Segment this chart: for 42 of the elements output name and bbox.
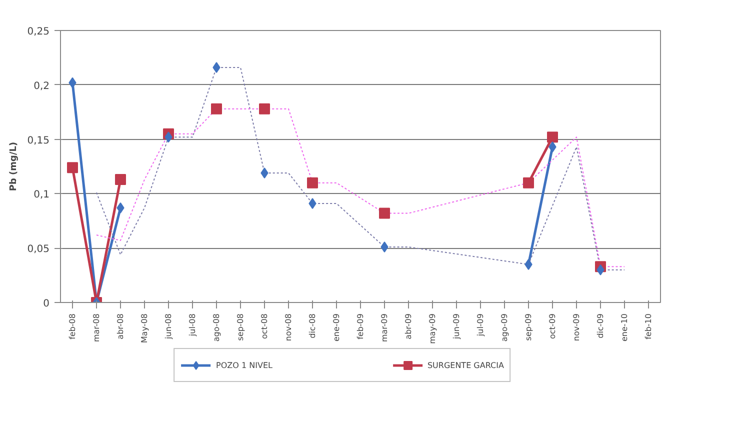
x-tick-label: nov-08 [284, 313, 293, 342]
x-tick-label: sep-09 [524, 314, 533, 341]
x-tick-label: mar-09 [380, 313, 389, 342]
x-tick-label: abr-09 [404, 313, 413, 340]
x-tick-label: feb-09 [356, 313, 365, 340]
x-tick-label: jun-09 [452, 313, 461, 340]
x-tick-label: abr-08 [116, 313, 125, 340]
point [379, 208, 390, 219]
y-tick-label: 0 [43, 298, 50, 310]
y-tick-label: 0,1 [34, 190, 50, 201]
point [307, 177, 318, 188]
legend-label: SURGENTE GARCIA [427, 360, 504, 370]
x-tick-label: jul-08 [188, 313, 197, 338]
x-tick-label: jul-09 [476, 313, 485, 338]
x-tick-label: feb-08 [68, 313, 77, 340]
y-tick-label: 0,2 [34, 80, 50, 92]
x-tick-label: jun-08 [164, 313, 173, 340]
point [523, 177, 534, 188]
x-tick-label: feb-10 [644, 313, 653, 340]
x-tick-label: nov-09 [572, 313, 581, 342]
x-tick-label: May-08 [140, 313, 149, 343]
x-tick-label: oct-09 [548, 313, 557, 339]
x-tick-label: mar-08 [92, 313, 101, 342]
point [67, 162, 78, 174]
point [259, 103, 270, 114]
x-tick-label: may-09 [428, 313, 437, 344]
point [547, 132, 558, 143]
x-tick-label: ene-10 [620, 313, 629, 342]
x-tick-label: ago-09 [500, 313, 509, 342]
legend-label: POZO 1 NIVEL [216, 360, 272, 370]
point [115, 174, 126, 186]
x-tick-label: dic-08 [308, 314, 317, 338]
x-tick-label: dic-09 [596, 314, 605, 338]
y-axis-title: Pb (mg/L) [9, 142, 20, 192]
y-tick-label: 0,25 [27, 26, 50, 38]
y-tick-label: 0,05 [27, 244, 50, 256]
x-tick-label: sep-08 [236, 314, 245, 341]
x-tick-label: ene-09 [332, 313, 341, 342]
point [211, 103, 222, 114]
x-tick-label: ago-08 [212, 313, 221, 342]
y-tick-label: 0,15 [27, 135, 50, 146]
x-tick-label: oct-08 [260, 313, 269, 339]
